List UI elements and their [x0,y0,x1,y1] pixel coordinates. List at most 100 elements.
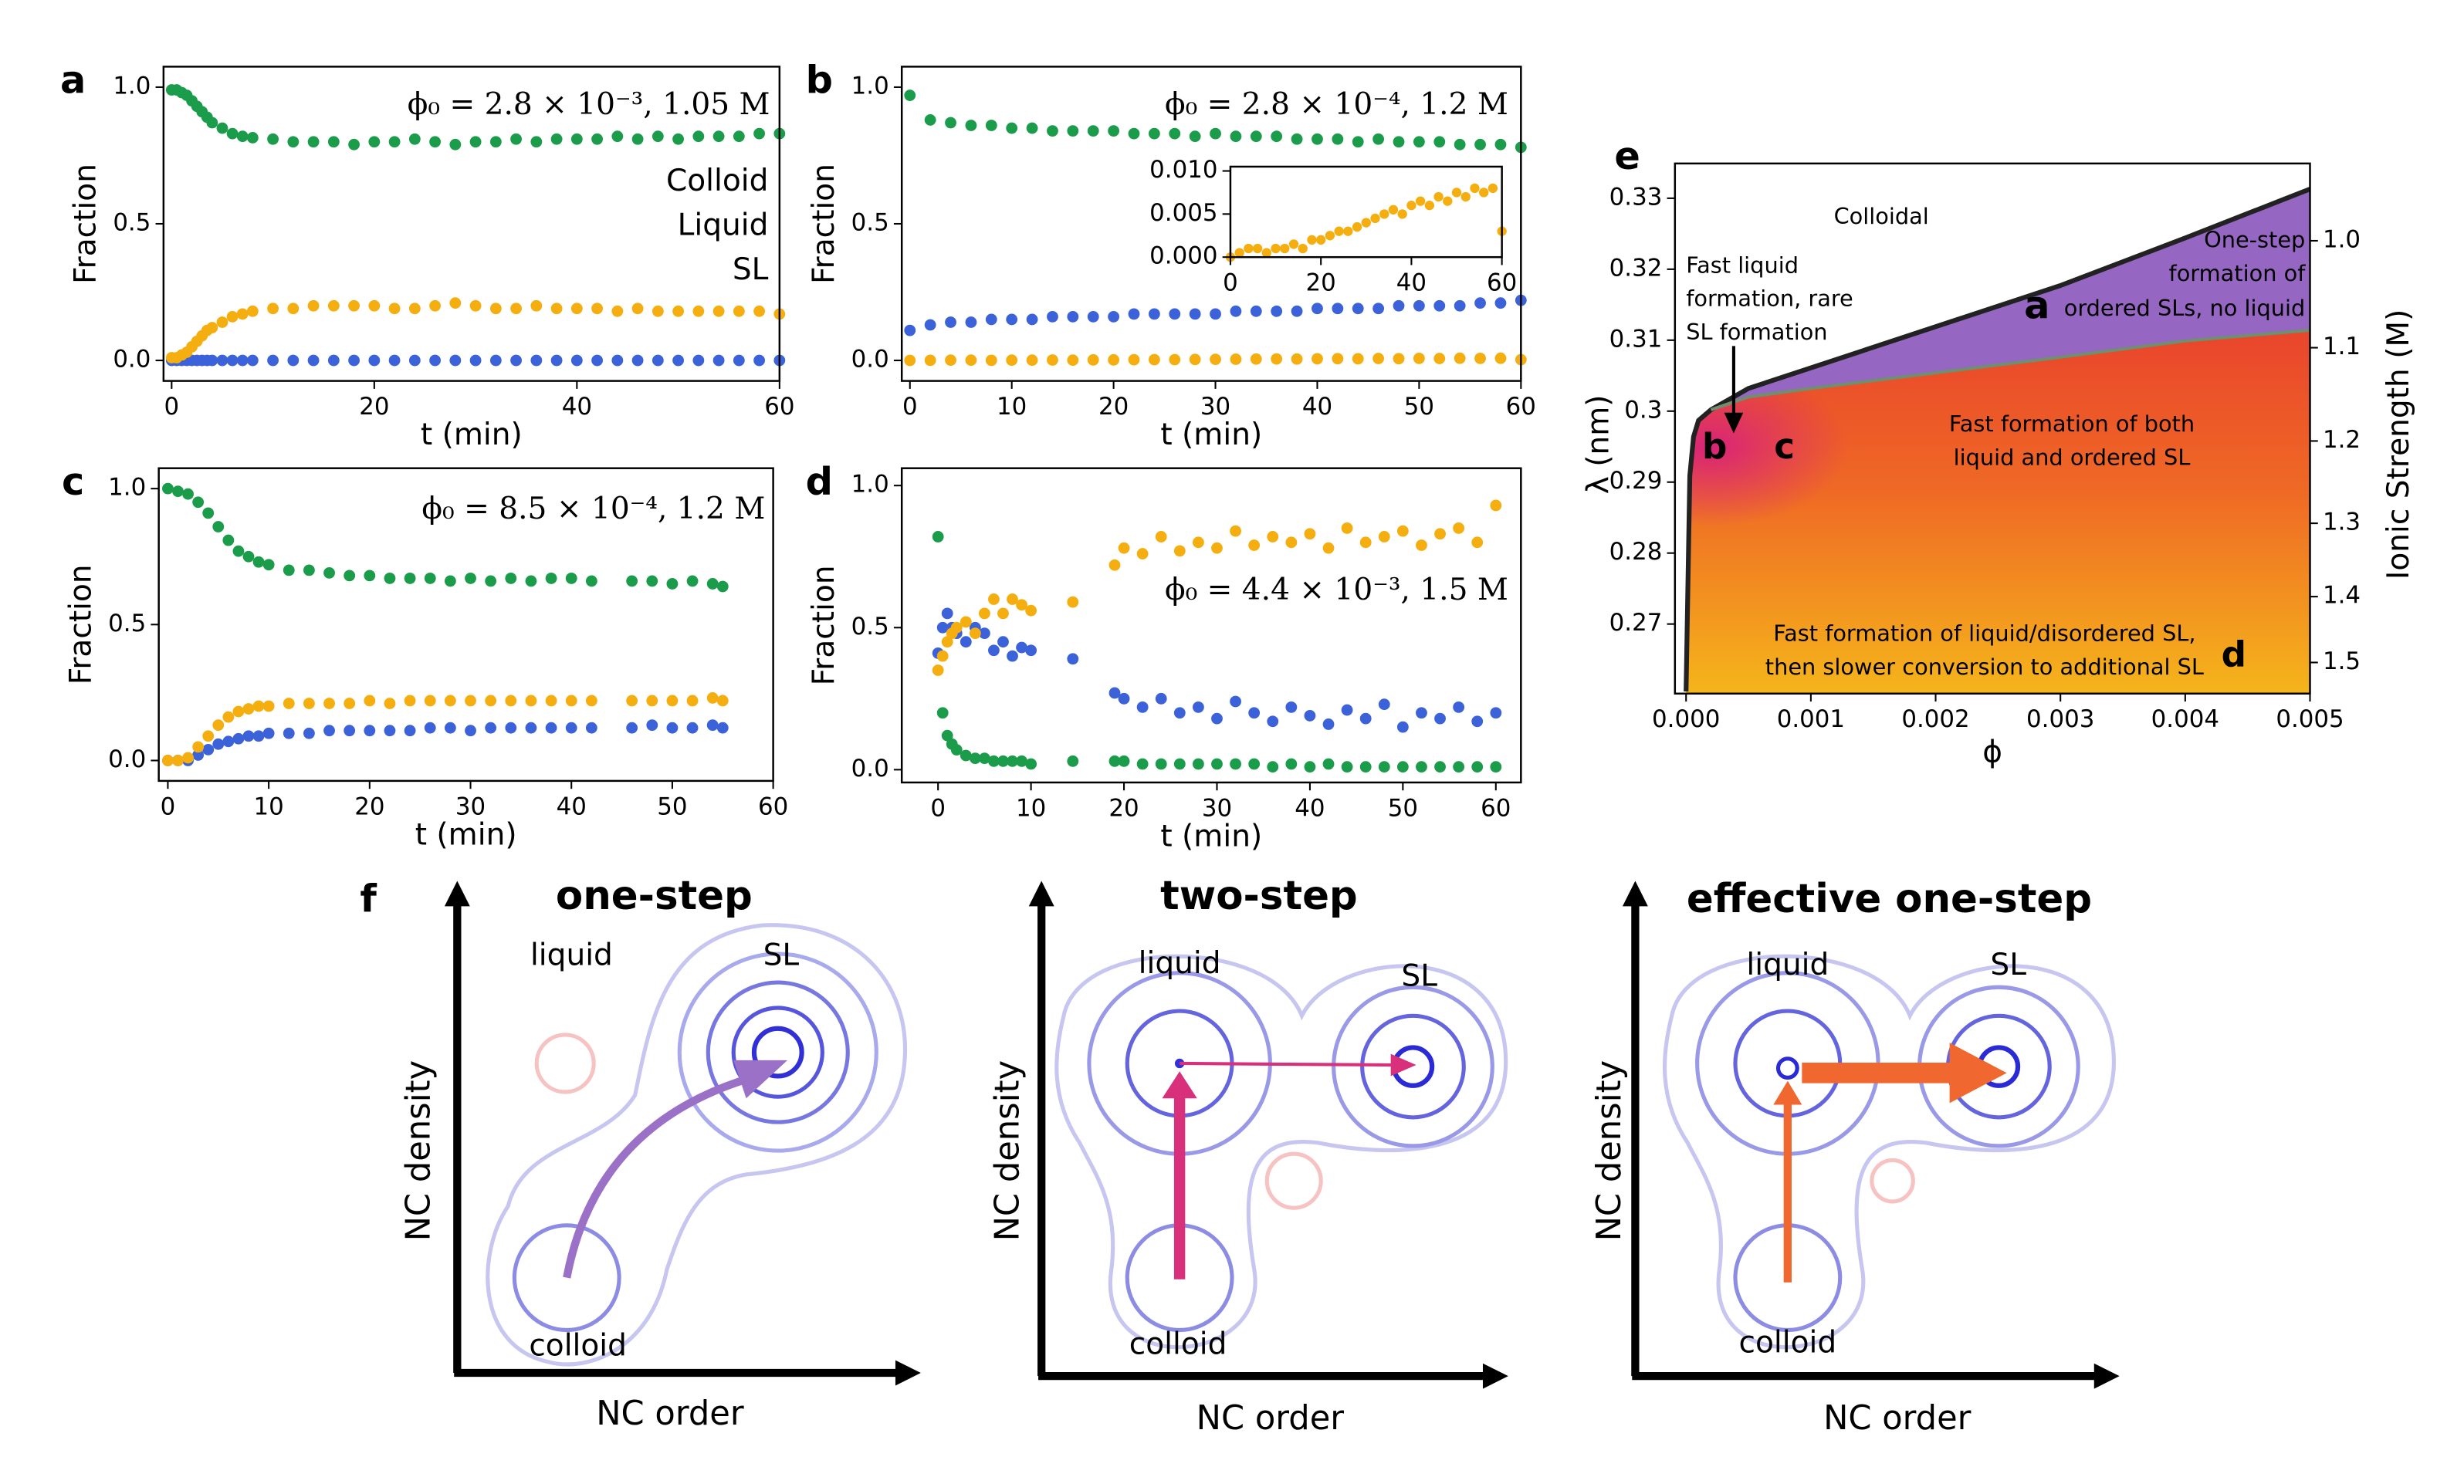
data-point [202,507,215,519]
data-point [945,316,956,328]
contour [486,923,907,1367]
panel-label: d [806,459,833,504]
data-point [530,354,543,367]
data-point [631,303,644,315]
contour [706,980,850,1124]
inset-point [1424,201,1435,211]
data-point [1471,715,1484,728]
data-point [1007,650,1018,662]
y-tick-label: 0.27 [1609,609,1663,637]
data-point [1108,559,1121,571]
data-point [283,698,295,709]
annotation: d [2222,634,2246,674]
axis-arrowhead [1622,881,1648,907]
arrowhead [1949,1043,2007,1104]
data-point [1026,313,1038,326]
x-tick-label: 10 [997,393,1027,421]
data-point [1267,531,1279,543]
data-point [1372,353,1385,364]
y-axis-label: Fraction [807,164,841,284]
data-point [960,636,972,648]
data-point [424,573,436,584]
data-point [550,133,563,145]
data-point [1230,525,1241,537]
data-point [327,136,340,148]
data-point [364,725,376,737]
data-point [1006,122,1018,134]
data-point [1352,353,1364,365]
data-point [666,695,679,707]
x-tick-label: 20 [359,393,389,421]
data-point [1490,707,1502,719]
inset-point [1288,239,1299,249]
data-point [626,722,638,734]
panel-label: a [60,57,86,102]
axis-arrowhead [1482,1363,1508,1389]
data-point [1396,761,1409,773]
data-point [226,127,239,140]
data-point [344,725,356,737]
data-point [1067,125,1079,137]
data-point [706,719,719,732]
x-tick-label: 20 [1108,794,1139,822]
data-point [1433,299,1446,312]
data-point [1118,692,1130,705]
data-point [283,564,295,576]
data-point [672,133,684,145]
data-point [307,354,320,367]
data-point [666,578,679,590]
x-axis-label: NC order [1196,1399,1345,1438]
data-point [307,299,320,312]
data-point [327,299,340,312]
data-point [262,700,275,712]
data-point [941,729,953,742]
data-point [646,695,658,707]
data-point [172,755,184,766]
data-point [978,607,990,620]
data-point [449,297,462,309]
data-point [686,722,699,734]
y2-tick-label: 1.2 [2323,426,2361,454]
data-point [444,575,456,587]
data-point [1291,353,1303,365]
data-point [172,485,184,498]
inset-point [1334,226,1344,236]
inset-point [1433,191,1444,202]
data-point [631,354,644,367]
data-point [997,755,1009,767]
data-point [652,354,664,367]
contour [731,1006,824,1099]
inset-point [1370,213,1380,224]
data-point [904,90,916,101]
data-point [1359,761,1372,773]
x-axis-label: t (min) [1160,819,1262,854]
data-point [1434,761,1446,773]
annotation: formation of [2169,260,2307,286]
data-point [1250,130,1262,143]
data-point [672,305,684,317]
data-point [706,578,719,590]
data-point [997,636,1009,648]
annotation: ordered SLs, no liquid [2064,295,2306,321]
annotation: liquid and ordered SL [1954,444,2191,470]
x-tick-label: 0 [164,393,180,421]
data-point [242,730,255,742]
diagram-title: two-step [1160,873,1358,919]
x-axis-label: t (min) [421,417,523,452]
data-point [246,305,259,317]
data-point [1494,352,1507,364]
data-point [1108,687,1121,699]
data-point [1494,138,1507,150]
data-point [626,575,638,587]
data-point [985,354,997,367]
data-point [1108,353,1120,366]
y-tick-label: 0.0 [108,745,146,773]
y-tick-label: 0.005 [1149,199,1217,227]
y-axis-label: NC density [400,1060,438,1242]
data-point [1322,758,1335,770]
y-tick-label: 1.0 [108,474,146,502]
data-point [545,573,557,584]
data-point [1471,536,1484,549]
data-point [712,305,725,317]
